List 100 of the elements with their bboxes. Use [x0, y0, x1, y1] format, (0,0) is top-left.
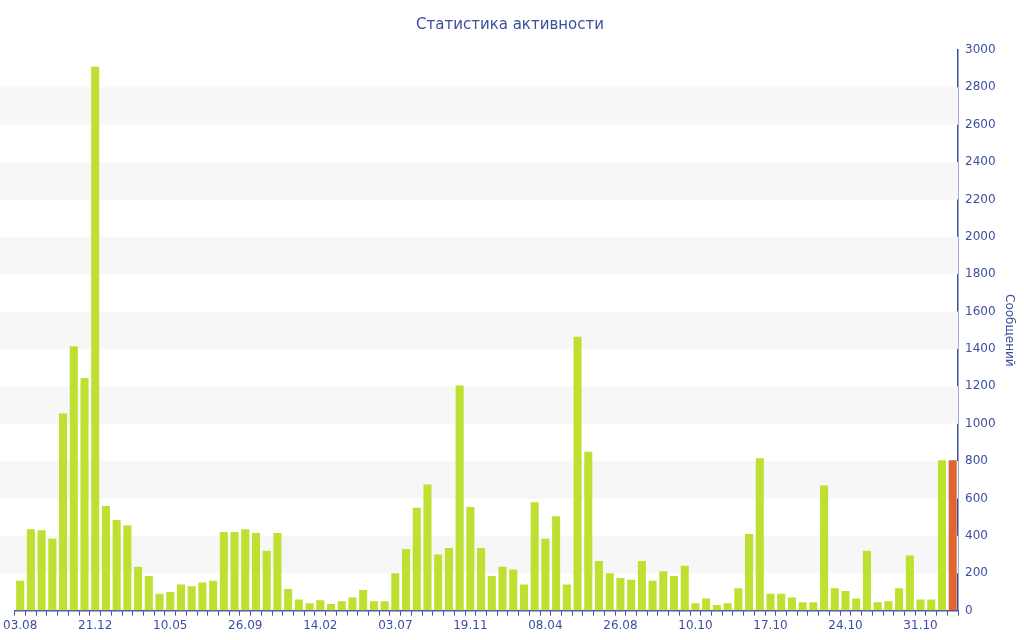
bar: [284, 589, 293, 611]
bar: [112, 519, 121, 611]
bar: [241, 529, 250, 611]
x-tick-label: 26.09: [228, 617, 263, 632]
y2-tick-label: 600: [965, 490, 988, 505]
y2-tick-label: 200: [965, 565, 988, 580]
y2-tick-label: 1000: [965, 415, 996, 430]
bar: [16, 580, 25, 611]
bar: [59, 413, 68, 611]
bar: [444, 548, 453, 611]
y2-tick-label: 1600: [965, 303, 996, 318]
bar: [230, 532, 239, 611]
bar: [327, 604, 336, 611]
bar: [305, 603, 314, 611]
x-tick-label: 21.12: [78, 617, 113, 632]
bar: [905, 555, 914, 611]
y2-tick-label: 3000: [965, 42, 996, 57]
bar: [562, 584, 571, 611]
x-tick-label: 10.10: [678, 617, 713, 632]
y2-tick-label: 1800: [965, 266, 996, 281]
bar: [166, 591, 175, 611]
bar: [691, 603, 700, 611]
bar: [219, 532, 228, 611]
bar: [637, 561, 646, 611]
bar: [584, 451, 593, 611]
y2-tick-label: 2400: [965, 154, 996, 169]
bar: [916, 599, 925, 611]
bar: [670, 576, 679, 611]
bar: [316, 600, 325, 611]
bar: [937, 460, 946, 611]
bar: [573, 336, 582, 611]
bar: [680, 565, 689, 611]
bar: [509, 569, 518, 611]
bar: [412, 507, 421, 611]
x-tick-label: 03.08: [3, 617, 38, 632]
x-tick-label: 19.11: [453, 617, 488, 632]
bar: [841, 590, 850, 611]
bar: [262, 550, 271, 611]
y2-tick-label: 1400: [965, 341, 996, 356]
x-tick-label: 03.07: [378, 617, 413, 632]
bar: [519, 584, 528, 611]
bar: [787, 597, 796, 611]
bar: [337, 601, 346, 611]
x-tick-label: 08.04: [528, 617, 563, 632]
y2-tick-label: 2600: [965, 116, 996, 131]
bar: [123, 525, 132, 611]
bar: [477, 548, 486, 611]
x-tick-label: 10.05: [153, 617, 188, 632]
x-tick-label: 31.10: [903, 617, 938, 632]
bar: [627, 579, 636, 611]
bar: [26, 529, 35, 611]
y2-tick-label: 2200: [965, 191, 996, 206]
bar: [552, 516, 561, 611]
bar: [895, 588, 904, 611]
bar: [766, 593, 775, 611]
bar: [948, 460, 957, 611]
bar: [176, 584, 185, 611]
bar: [251, 533, 261, 611]
chart-title: Статистика активности: [416, 14, 604, 33]
bar: [348, 597, 357, 611]
bar: [541, 538, 550, 611]
bar: [455, 385, 464, 611]
bar: [659, 571, 668, 611]
bar: [209, 580, 218, 611]
bar: [734, 588, 743, 611]
bar: [702, 598, 711, 611]
bar: [48, 538, 57, 611]
y2-tick-label: 400: [965, 527, 988, 542]
y2-tick-label: 0: [965, 602, 973, 617]
bar: [273, 533, 282, 611]
bar: [487, 576, 496, 611]
bar: [144, 576, 153, 611]
bar: [616, 577, 625, 611]
bar: [101, 505, 110, 611]
bar: [91, 66, 100, 611]
x-tick-label: 14.02: [303, 617, 338, 632]
y2-tick-label: 1200: [965, 378, 996, 393]
bar: [369, 601, 378, 611]
bar: [294, 599, 303, 611]
bar: [809, 602, 818, 611]
x-tick-label: 17.10: [753, 617, 788, 632]
bar: [852, 598, 861, 611]
bar: [723, 603, 732, 611]
bar: [80, 377, 89, 611]
bar: [830, 588, 839, 611]
bar: [359, 590, 368, 611]
bar: [927, 599, 936, 611]
bar: [498, 566, 507, 611]
x-tick-label: 26.08: [603, 617, 638, 632]
bar: [380, 601, 389, 611]
bar: [134, 566, 143, 611]
bar: [423, 484, 432, 611]
bar: [820, 485, 829, 611]
bar: [873, 602, 882, 611]
bar: [37, 530, 46, 611]
bar: [530, 502, 539, 611]
y2-tick-label: 2800: [965, 79, 996, 94]
y2-tick-label: 2000: [965, 228, 996, 243]
bar: [884, 601, 893, 611]
bar: [594, 561, 604, 611]
